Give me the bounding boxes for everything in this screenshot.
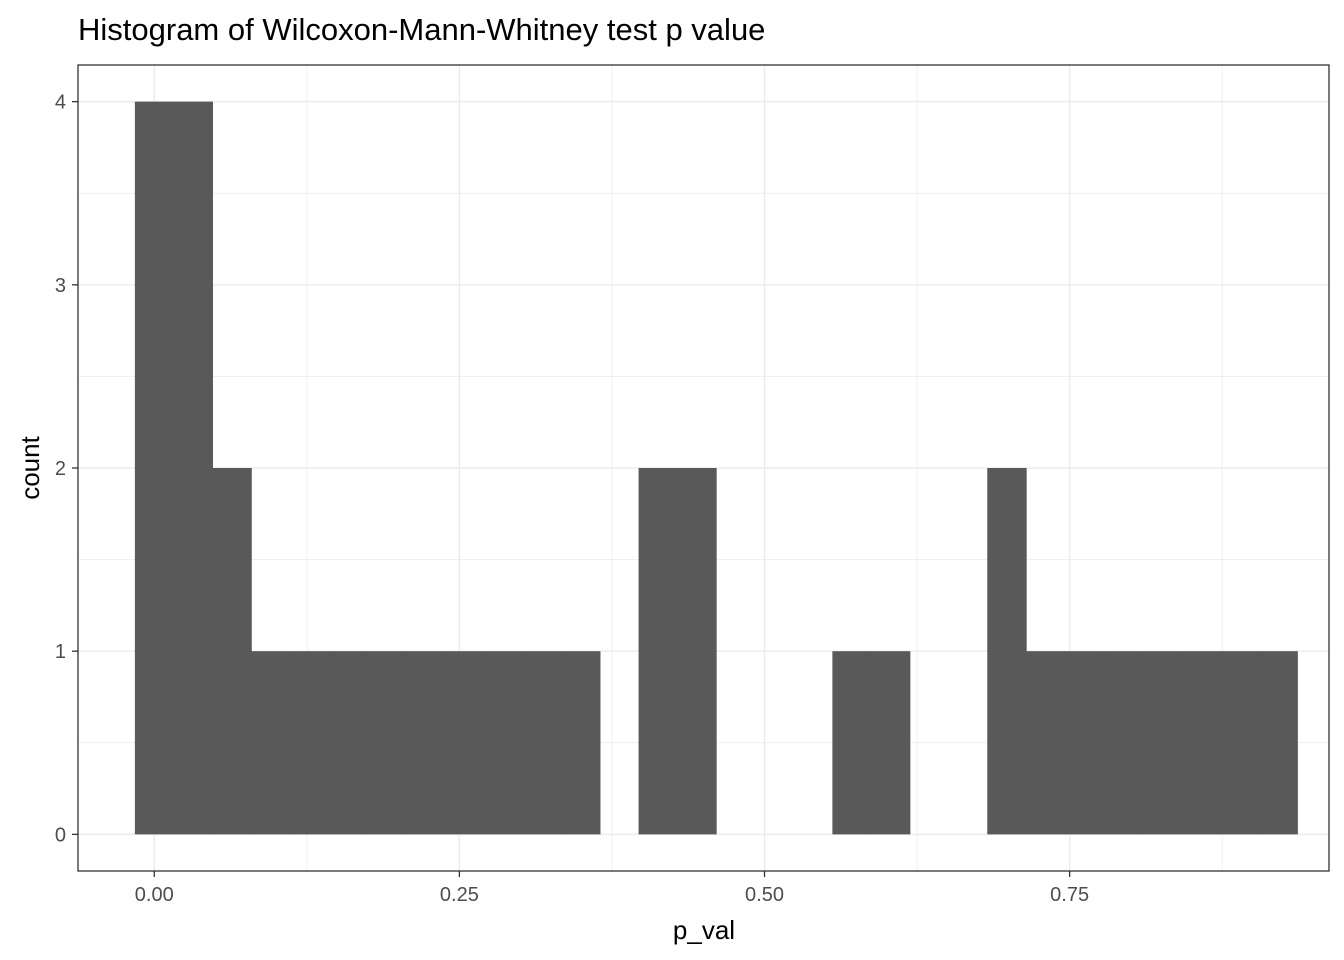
histogram-bar [522,651,562,835]
histogram-bar [677,468,717,835]
histogram-bar [1219,651,1260,835]
x-tick-label: 0.00 [135,884,174,906]
histogram-bar [483,651,523,835]
histogram-bar [1026,651,1066,835]
histogram-bar [173,101,213,835]
x-tick-label: 0.25 [440,884,479,906]
y-tick-label: 4 [55,92,66,114]
x-axis-title: p_val [673,915,735,945]
histogram-bar [328,651,368,835]
y-tick-label: 3 [55,275,66,297]
histogram-bar [212,468,252,835]
histogram-bar [832,651,872,835]
x-tick-label: 0.50 [745,884,784,906]
chart-title: Histogram of Wilcoxon-Mann-Whitney test … [78,12,765,47]
y-tick-label: 0 [55,824,66,846]
y-axis-ticks: 0 1 2 3 4 [55,92,78,846]
histogram-bar [638,468,678,835]
y-tick-label: 1 [55,641,66,663]
histogram-bar [1103,651,1143,835]
x-tick-label: 0.75 [1050,884,1089,906]
histogram-bar [406,651,446,835]
histogram-bar [871,651,911,835]
histogram-bar [1181,651,1221,835]
histogram-bar [1142,651,1182,835]
histogram-bar [251,651,291,835]
histogram-bar [367,651,407,835]
x-axis-ticks: 0.00 0.25 0.50 0.75 [135,871,1089,906]
y-tick-label: 2 [55,458,66,480]
histogram-bar [134,101,175,835]
histogram-bar [444,651,485,835]
histogram-bar [1064,651,1105,835]
y-axis-title: count [15,435,45,499]
histogram-bar [289,651,330,835]
histogram-bar [987,468,1027,835]
histogram-bars [134,101,1298,835]
histogram-bar [1258,651,1298,835]
histogram-bar [561,651,601,835]
